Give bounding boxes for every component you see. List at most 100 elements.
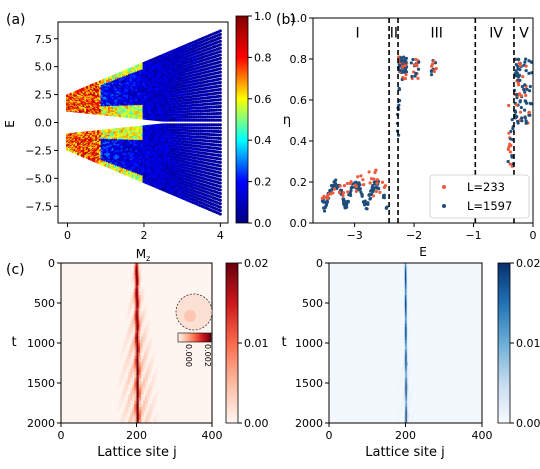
panel-c-tag: (c) bbox=[6, 262, 25, 278]
panel-b-point bbox=[524, 93, 528, 97]
panel-a-point bbox=[218, 87, 222, 91]
panel-b-point bbox=[517, 57, 521, 61]
panel-a-point bbox=[218, 154, 222, 158]
y-tick-label: 5.0 bbox=[35, 61, 53, 74]
panel-b-point bbox=[414, 57, 418, 62]
panel-b-point bbox=[520, 119, 524, 123]
panel-a-point bbox=[218, 77, 222, 81]
panel-b-point bbox=[508, 150, 512, 154]
panel-a-point bbox=[218, 60, 222, 64]
panel-a-point bbox=[218, 161, 222, 165]
x-tick-label: 0 bbox=[64, 229, 71, 242]
panel-b-point bbox=[354, 184, 359, 189]
panel-b-point bbox=[356, 175, 360, 179]
panel-b-point bbox=[363, 203, 367, 207]
panel-a-point bbox=[218, 50, 222, 54]
panel-b-point bbox=[329, 188, 334, 192]
panel-a-point bbox=[218, 198, 222, 202]
panel-b-point bbox=[350, 185, 354, 189]
panel-b-point bbox=[337, 190, 342, 194]
panel-b-point bbox=[429, 73, 434, 77]
panel-a-point bbox=[218, 101, 222, 105]
panel-b-point bbox=[344, 200, 349, 204]
panel-b-point bbox=[523, 60, 527, 64]
panel-b-point bbox=[371, 184, 375, 188]
y-tick-label: −2.5 bbox=[25, 144, 52, 157]
panel-b-point bbox=[520, 116, 524, 120]
panel-a-point bbox=[218, 84, 222, 88]
panel-a-point bbox=[218, 108, 222, 112]
panel-a-point bbox=[218, 111, 222, 115]
panel-b-point bbox=[429, 69, 433, 73]
panel-b-point bbox=[411, 57, 415, 62]
panel-b-point bbox=[398, 68, 403, 73]
panel-b-point bbox=[382, 185, 387, 190]
panel-b-point bbox=[416, 67, 421, 71]
panel-b-point bbox=[371, 194, 376, 198]
panel-b-point bbox=[324, 204, 328, 208]
panel-b-point bbox=[430, 62, 435, 66]
panel-a-colorbar-ticks: 0.00.20.40.60.81.0 bbox=[248, 10, 272, 230]
panel-b-point bbox=[322, 206, 326, 210]
panel-b-point bbox=[359, 174, 363, 178]
panel-b-point bbox=[521, 75, 525, 79]
panel-a-points bbox=[66, 29, 222, 216]
panel-a-point bbox=[218, 115, 222, 119]
panel-b-point bbox=[368, 181, 372, 185]
panel-b-point bbox=[404, 56, 409, 60]
panel-b-point bbox=[402, 59, 407, 63]
panel-a-point bbox=[218, 36, 222, 40]
colorbar-tick-label: 0.0 bbox=[254, 217, 272, 230]
panel-b-point bbox=[414, 71, 418, 76]
panel-b-point bbox=[434, 67, 438, 71]
panel-b-point bbox=[375, 178, 380, 182]
panel-b-point bbox=[325, 200, 329, 204]
panel-a-point bbox=[218, 32, 222, 36]
panel-a-point bbox=[218, 74, 222, 78]
panel-b-point bbox=[348, 193, 352, 197]
panel-b-point bbox=[524, 119, 528, 123]
panel-b-point bbox=[509, 137, 513, 141]
panel-a-point bbox=[218, 185, 222, 189]
panel-b-point bbox=[524, 57, 528, 61]
panel-b: I II III IV V −3 −2 −1 00.00.20.40.60.81.0 η E … bbox=[283, 12, 537, 259]
panel-b-point bbox=[523, 99, 527, 103]
colorbar-tick-label: 0.6 bbox=[254, 93, 272, 106]
panel-b-point bbox=[362, 183, 366, 187]
colorbar-tick-label: 0.8 bbox=[254, 51, 272, 64]
panel-b-point bbox=[409, 61, 413, 65]
panel-b-point bbox=[507, 145, 511, 149]
y-tick-label: 7.5 bbox=[35, 33, 53, 46]
panel-a-point bbox=[218, 126, 222, 130]
panel-b-point bbox=[402, 76, 406, 80]
panel-a-point bbox=[218, 43, 222, 47]
panel-b-point bbox=[511, 126, 515, 131]
panel-b-point bbox=[523, 83, 527, 87]
panel-b-point bbox=[334, 178, 338, 182]
panel-b-point bbox=[401, 65, 405, 69]
panel-a-point bbox=[218, 147, 222, 151]
panel-a-point bbox=[218, 150, 222, 154]
panel-b-point bbox=[346, 190, 350, 194]
panel-b-tag: (b) bbox=[276, 12, 296, 28]
panel-a-point bbox=[218, 80, 222, 84]
colorbar-tick-label: 0.4 bbox=[254, 134, 272, 147]
panel-b-point bbox=[506, 159, 510, 164]
panel-b-point bbox=[417, 60, 421, 64]
panel-a-point bbox=[218, 174, 222, 178]
panel-a-point bbox=[218, 29, 222, 33]
panel-b-point bbox=[320, 196, 324, 200]
panel-a-point bbox=[218, 98, 222, 102]
panel-b-point bbox=[522, 87, 526, 92]
panel-a-point bbox=[218, 94, 222, 98]
panel-b-point bbox=[326, 195, 330, 199]
panel-b-point bbox=[523, 108, 527, 112]
panel-b-point bbox=[528, 84, 532, 89]
panel-b-point bbox=[508, 142, 512, 146]
panel-b-point bbox=[523, 116, 527, 120]
panel-a-point bbox=[218, 105, 222, 109]
panel-a-point bbox=[218, 56, 222, 60]
y-tick-label: −5.0 bbox=[25, 172, 52, 185]
panel-a-point bbox=[218, 46, 222, 50]
panel-a-xlabel: Mz bbox=[136, 247, 151, 263]
